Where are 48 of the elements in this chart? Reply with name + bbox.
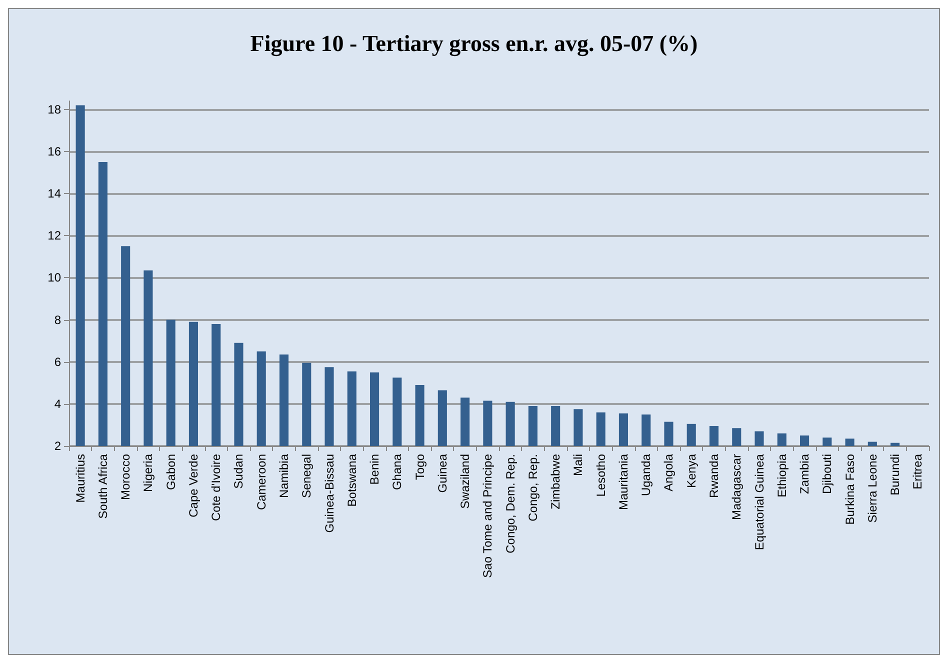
x-tick-label: Sao Tome and Principe: [480, 454, 495, 578]
x-tick-label: Cameroon: [254, 454, 268, 510]
x-tick-label: Gabon: [164, 454, 178, 490]
x-tick-label: Burundi: [888, 454, 902, 496]
x-tick-label: Sudan: [232, 454, 246, 489]
x-tick-label: Guinea: [435, 454, 450, 493]
x-tick-label: Equatorial Guinea: [752, 454, 766, 550]
x-tick-label: Senegal: [300, 454, 314, 498]
y-tick-label: 12: [48, 228, 62, 243]
x-tick-label: Namibia: [277, 454, 291, 498]
x-tick-label: Nigeria: [141, 454, 156, 492]
y-tick-label: 14: [48, 186, 62, 201]
x-tick-label: Cape Verde: [186, 454, 200, 518]
x-tick-label: Benin: [368, 454, 382, 485]
x-tick-label: Sierra Leone: [865, 454, 880, 523]
x-tick-label: Mauritius: [73, 454, 88, 503]
x-tick-label: Ethiopia: [774, 454, 789, 498]
x-tick-label: Zimbabwe: [548, 454, 563, 510]
y-tick-label: 18: [48, 102, 62, 116]
x-tick-label: Morocco: [118, 454, 133, 500]
x-tick-label: Djibouti: [820, 454, 834, 494]
x-tick-label: Kenya: [684, 454, 698, 488]
y-tick-label: 2: [54, 439, 62, 453]
x-tick-label: Angola: [662, 454, 676, 492]
x-tick-label: Swaziland: [458, 454, 472, 509]
x-tick-label: Uganda: [639, 454, 654, 496]
chart-title: Figure 10 - Tertiary gross en.r. avg. 05-07 (%): [250, 31, 698, 57]
x-tick-label: Ghana: [390, 454, 404, 490]
x-tick-label: Congo, Dem. Rep.: [503, 454, 518, 554]
x-tick-label: Eritrea: [910, 454, 925, 490]
x-tick-label: Botswana: [344, 454, 359, 507]
x-tick-label: Guinea-Bissau: [322, 454, 336, 533]
y-tick-label: 8: [54, 312, 62, 327]
x-tick-label: Rwanda: [707, 454, 721, 498]
y-tick-label: 10: [48, 270, 62, 285]
y-tick-label: 4: [54, 396, 62, 411]
x-tick-label: Zambia: [798, 454, 812, 494]
x-tick-label: Congo, Rep.: [526, 454, 540, 522]
x-tick-label: South Africa: [96, 454, 110, 519]
x-tick-label: Burkina Faso: [842, 454, 857, 525]
x-tick-label: Mauritania: [616, 454, 630, 510]
x-tick-label: Cote d'Ivoire: [209, 454, 224, 521]
y-tick-label: 6: [54, 354, 62, 369]
x-tick-label: Lesotho: [594, 454, 608, 497]
x-tick-label: Mali: [571, 454, 586, 476]
y-tick-label: 16: [48, 144, 62, 158]
x-tick-label: Togo: [412, 454, 427, 480]
x-tick-label: Madagascar: [730, 454, 744, 520]
